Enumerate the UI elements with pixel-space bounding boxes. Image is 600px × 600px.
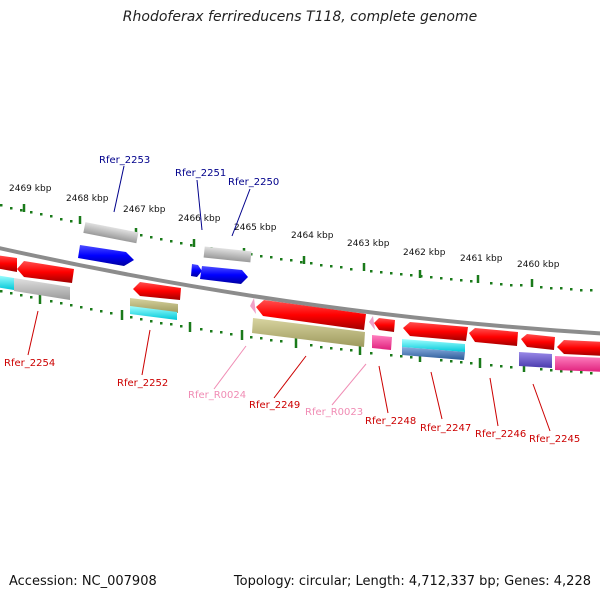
- cog-magenta-bar: [555, 356, 600, 372]
- cog-gray-bar: [83, 222, 139, 244]
- outer-ruler-ticks: [22, 204, 534, 287]
- ruler-label: 2467 kbp: [123, 205, 166, 215]
- ruler-label: 2466 kbp: [178, 214, 221, 224]
- ruler-label: 2464 kbp: [291, 231, 334, 241]
- gene-labels: Rfer_2253 Rfer_2251 Rfer_2250 Rfer_2254 …: [4, 155, 580, 445]
- ruler-label: 2460 kbp: [517, 260, 560, 270]
- cog-cyan-bar: [0, 275, 14, 290]
- cog-gray-bar: [14, 278, 70, 300]
- rna-rfer-r0023: [369, 316, 375, 330]
- gene-label: Rfer_2253: [99, 155, 150, 166]
- ruler-label: 2463 kbp: [347, 239, 390, 249]
- cog-magenta-bar: [372, 335, 392, 350]
- forward-strand-genes: [78, 222, 252, 284]
- ruler-label: 2468 kbp: [66, 194, 109, 204]
- gene-label: Rfer_2249: [249, 400, 300, 411]
- rna-rfer-r0024: [250, 298, 256, 314]
- gene-label: Rfer_R0023: [305, 407, 363, 418]
- gene-rfer-2253: [78, 245, 134, 266]
- gene-red: [557, 340, 600, 356]
- gene-rfer-2246: [469, 328, 518, 346]
- gene-label: Rfer_2248: [365, 416, 416, 427]
- gene-rfer-2245: [521, 334, 555, 350]
- cog-olive-bar: [130, 298, 178, 313]
- gene-label: Rfer_2246: [475, 429, 526, 440]
- gene-label: Rfer_2252: [117, 378, 168, 389]
- map-title: Rhodoferax ferrireducens T118, complete …: [122, 9, 478, 25]
- gene-rfer-2249: [256, 300, 366, 330]
- leader-lines: [27, 165, 551, 432]
- cog-steel-bar: [402, 347, 465, 360]
- gene-label: Rfer_2245: [529, 434, 580, 445]
- cog-olive-bar: [252, 318, 365, 347]
- cog-slate-bar: [519, 352, 552, 368]
- gene-rfer-2254: [17, 261, 74, 283]
- gene-label: Rfer_R0024: [188, 390, 246, 401]
- cog-cyan-bar: [402, 339, 465, 352]
- ruler-label: 2465 kbp: [234, 223, 277, 233]
- gene-rfer-2250: [200, 266, 248, 284]
- inner-ruler-ticks: [38, 294, 526, 372]
- cog-cyan-bar: [130, 306, 177, 320]
- gene-rfer-2248: [374, 318, 395, 332]
- accession-text: Accession: NC_007908: [9, 574, 157, 589]
- ruler-label: 2462 kbp: [403, 248, 446, 258]
- gene-rfer-2251: [191, 264, 202, 277]
- gene-rfer-2252: [133, 282, 181, 300]
- reverse-strand-genes: [0, 255, 600, 372]
- gene-label: Rfer_2247: [420, 423, 471, 434]
- genome-backbone: [0, 246, 600, 336]
- gene-label: Rfer_2254: [4, 358, 55, 369]
- genome-stats-text: Topology: circular; Length: 4,712,337 bp…: [233, 574, 591, 589]
- gene-rfer-2247: [403, 322, 468, 341]
- gene-label: Rfer_2250: [228, 177, 279, 188]
- gene-label: Rfer_2251: [175, 168, 226, 179]
- ruler-labels: 2469 kbp 2468 kbp 2467 kbp 2466 kbp 2465…: [9, 184, 560, 270]
- cog-gray-bar: [203, 246, 252, 263]
- gene-red: [0, 255, 17, 272]
- outer-ruler-dots: [0, 204, 593, 292]
- inner-ruler-dots: [0, 290, 593, 375]
- ruler-label: 2469 kbp: [9, 184, 52, 194]
- ruler-label: 2461 kbp: [460, 254, 503, 264]
